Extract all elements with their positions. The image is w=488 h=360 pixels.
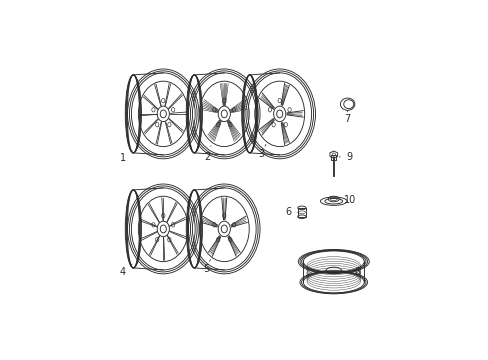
Text: 10: 10	[340, 195, 355, 205]
Text: 1: 1	[120, 150, 132, 163]
Bar	[330, 155, 336, 159]
Text: 3: 3	[258, 144, 265, 159]
Text: 8: 8	[346, 267, 360, 277]
Text: 5: 5	[203, 260, 210, 274]
Text: 9: 9	[339, 152, 351, 162]
Text: 2: 2	[204, 146, 210, 162]
Text: 6: 6	[285, 207, 297, 217]
Text: 7: 7	[344, 110, 350, 125]
Text: 4: 4	[120, 264, 132, 277]
